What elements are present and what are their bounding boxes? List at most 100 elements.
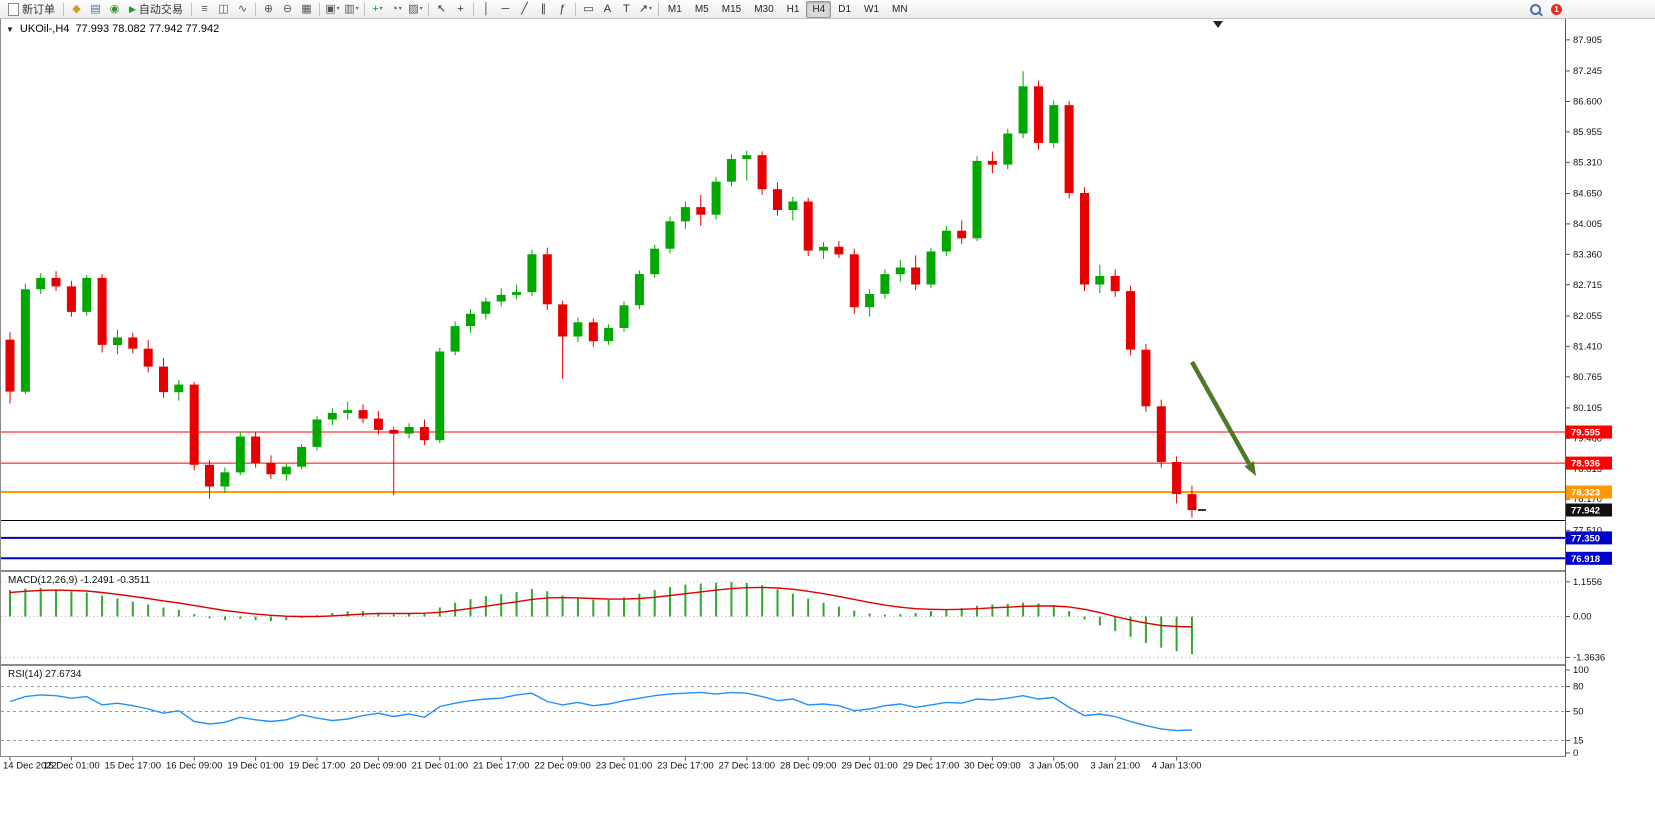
time-axis-label: 28 Dec 09:00: [780, 761, 837, 772]
price-badge-label: 76.918: [1571, 554, 1600, 565]
rsi-scale-label: 80: [1573, 682, 1584, 693]
candle-body: [419, 427, 429, 441]
trend-arrow[interactable]: [1190, 360, 1256, 476]
price-badge-label: 77.942: [1571, 506, 1600, 517]
toolbar-separator: [363, 2, 365, 16]
time-axis-label: 22 Dec 09:00: [534, 761, 591, 772]
candle-body: [358, 410, 368, 419]
rsi-line: [9, 691, 1192, 732]
candle-body: [512, 292, 521, 295]
vertical-line-icon[interactable]: │: [482, 2, 490, 15]
timeframe-m5[interactable]: M5: [694, 3, 709, 15]
zoom-in-icon[interactable]: ⊕: [263, 2, 274, 15]
candle-body: [650, 248, 660, 275]
channel-icon[interactable]: ∥: [540, 2, 547, 15]
timeframe-d1[interactable]: D1: [838, 3, 852, 15]
chart-shift-marker[interactable]: [1213, 21, 1223, 28]
candle-body: [573, 322, 583, 337]
timeframe-m15[interactable]: M15: [721, 3, 742, 15]
notification-badge[interactable]: 1: [1551, 3, 1562, 15]
candle-body: [680, 207, 690, 222]
line-chart-icon[interactable]: ∿: [237, 2, 248, 15]
candle-body: [466, 313, 475, 327]
time-axis-label: 21 Dec 01:00: [412, 761, 469, 772]
navigator-icon[interactable]: ◉: [109, 2, 120, 15]
text-label-icon[interactable]: T: [623, 2, 630, 15]
tile-windows-icon[interactable]: ▦: [301, 2, 312, 15]
timeframe-mn[interactable]: MN: [892, 3, 908, 15]
candle-body: [803, 201, 813, 251]
price-axis-label: 84.005: [1573, 219, 1602, 230]
cursor-icon[interactable]: ↖: [436, 2, 447, 15]
template-icon[interactable]: ▨ ▾: [408, 2, 423, 15]
zoom-out-icon[interactable]: ⊖: [282, 2, 293, 15]
time-axis-label: 29 Dec 01:00: [841, 761, 898, 772]
candlestick-chart-icon[interactable]: ◫: [218, 2, 229, 15]
candle-body: [941, 230, 951, 252]
auto-trading-button[interactable]: ▶ 自动交易: [124, 0, 188, 18]
timeframe-h1[interactable]: H1: [786, 3, 800, 15]
price-badge-label: 79.595: [1571, 428, 1601, 439]
horizontal-line-icon[interactable]: ─: [501, 2, 510, 15]
trendline-icon[interactable]: ╱: [521, 2, 528, 15]
macd-signal-line: [9, 586, 1192, 628]
candle-body: [711, 181, 721, 215]
timeframe-w1[interactable]: W1: [864, 3, 880, 15]
period-clock-icon[interactable]: ◔ ▾: [391, 2, 402, 15]
new-order-button[interactable]: 新订单: [3, 0, 60, 18]
candle-body: [51, 277, 61, 287]
candle-body: [972, 160, 982, 239]
candle-body: [281, 466, 291, 475]
play-icon: ▶: [129, 3, 136, 14]
shapes-icon[interactable]: ▭: [583, 2, 594, 15]
candle-body: [834, 246, 844, 255]
data-window-icon[interactable]: ▤: [90, 2, 101, 15]
candle-body: [113, 337, 122, 345]
candle-body: [389, 429, 399, 434]
chevron-down-icon: ▾: [355, 6, 359, 12]
search-icon[interactable]: [1530, 3, 1541, 15]
drawing-tools-group: ↖ + │ ─ ╱ ∥ ƒ ▭ A T ↗ ▾: [432, 1, 662, 18]
candle-body: [926, 251, 936, 285]
candle-body: [911, 267, 921, 285]
arrange-windows-icon[interactable]: ▥ ▾: [344, 2, 359, 15]
candle-body: [1003, 133, 1013, 165]
market-watch-icon[interactable]: ◆: [72, 2, 81, 15]
rsi-scale-label: 50: [1573, 707, 1584, 718]
add-indicator-icon[interactable]: + ▾: [372, 2, 383, 15]
candle-body: [435, 351, 445, 441]
candle-body: [1172, 462, 1182, 495]
time-axis-label: 15 Dec 01:00: [43, 761, 100, 772]
candle-body: [987, 160, 997, 165]
time-axis-label: 19 Dec 01:00: [227, 761, 284, 772]
timeframe-m1[interactable]: M1: [667, 3, 682, 15]
chart-ohlc: 77.993 78.082 77.942 77.942: [75, 23, 220, 35]
toolbar: 新订单 ◆ ▤ ◉ ▶ 自动交易 ≡ ◫ ∿ ⊕ ⊖ ▦ ▣ ▾ ▥ ▾ + ▾ ◔ ▾ ▨ ▾ ↖ + │ ─ ╱ ∥ ƒ ▭…: [0, 0, 1655, 19]
candle-body: [895, 267, 905, 275]
candle-body: [404, 427, 414, 434]
one-click-trading-icon[interactable]: ▼: [6, 24, 14, 34]
macd-scale-label: -1.3636: [1573, 652, 1605, 663]
candle-body: [880, 274, 890, 294]
candle-body: [1080, 193, 1089, 285]
price-badge: 78.323: [1566, 485, 1612, 499]
fibonacci-icon[interactable]: ƒ: [559, 2, 566, 15]
candle-body: [496, 294, 506, 302]
candle-body: [788, 201, 798, 210]
bar-chart-icon[interactable]: ≡: [201, 2, 208, 15]
candle-body: [1018, 86, 1028, 134]
crosshair-icon[interactable]: +: [457, 2, 464, 15]
candle-body: [5, 339, 15, 392]
candle-body: [66, 286, 76, 312]
new-order-label: 新订单: [22, 4, 55, 16]
cascade-windows-icon[interactable]: ▣ ▾: [325, 2, 340, 15]
chart-icons-group: ≡ ◫ ∿ ⊕ ⊖ ▦ ▣ ▾ ▥ ▾ + ▾ ◔ ▾ ▨ ▾: [195, 1, 432, 18]
candle-body: [849, 254, 859, 308]
time-axis-label: 23 Dec 01:00: [596, 761, 653, 772]
arrows-icon[interactable]: ↗ ▾: [638, 2, 653, 15]
text-icon[interactable]: A: [603, 2, 612, 15]
candle-body: [542, 254, 552, 305]
timeframe-h4[interactable]: H4: [806, 0, 832, 18]
timeframe-m30[interactable]: M30: [754, 3, 774, 15]
candle-body: [174, 384, 184, 393]
